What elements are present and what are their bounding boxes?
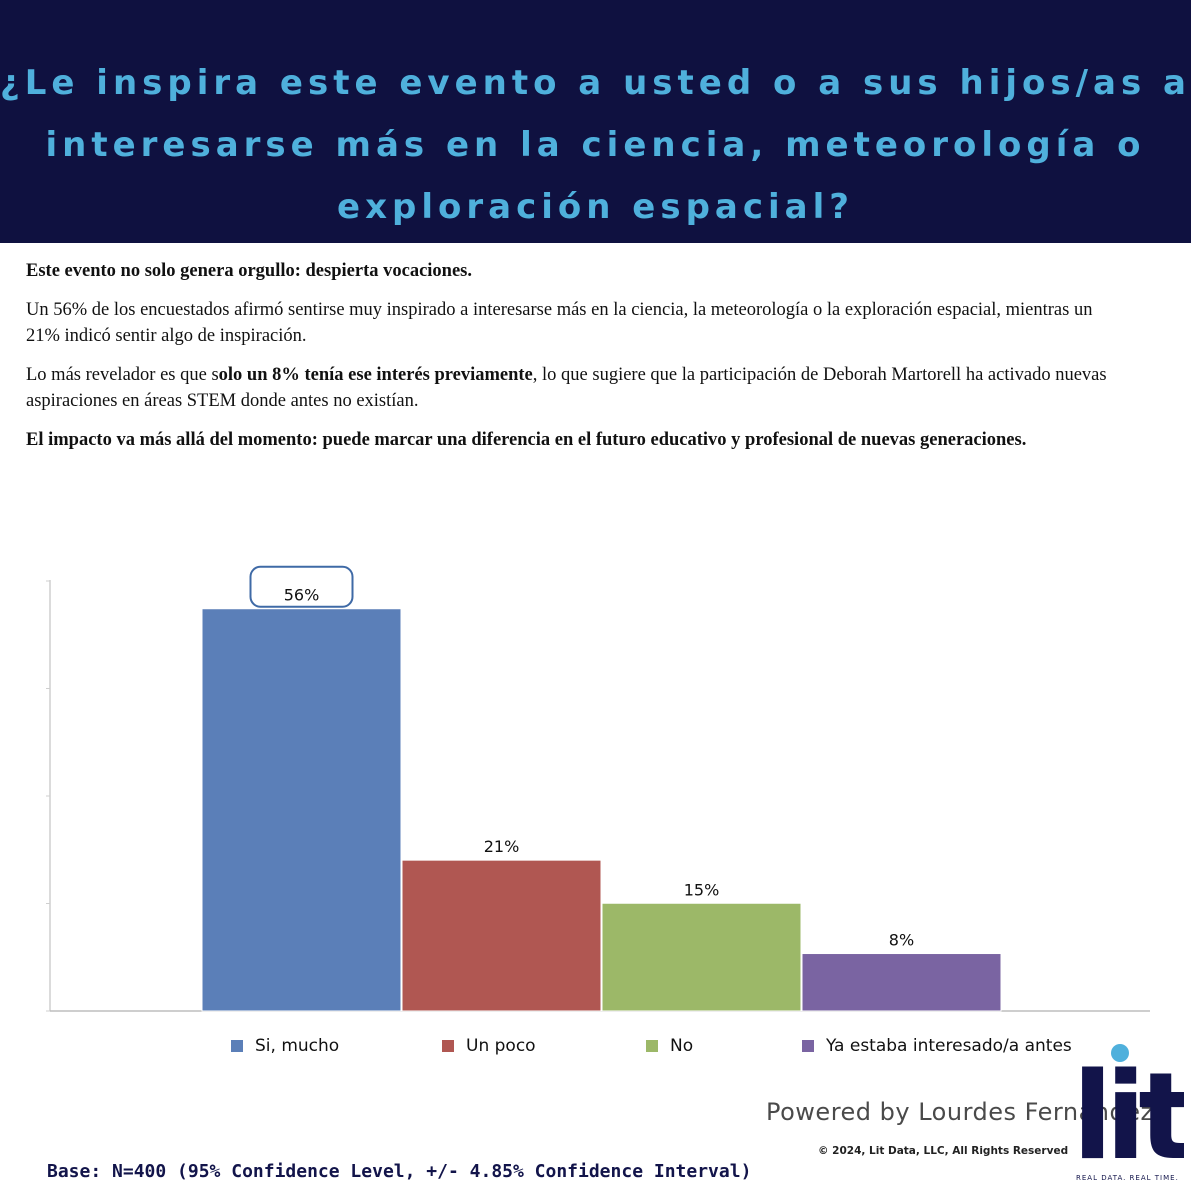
bar-no bbox=[601, 902, 802, 1012]
paragraph-2-prefix: Lo más revelador es que s bbox=[26, 365, 219, 385]
body-text: Este evento no solo genera orgullo: desp… bbox=[26, 258, 1126, 466]
bar-si-mucho bbox=[201, 608, 402, 1012]
legend-label: Si, mucho bbox=[255, 1036, 340, 1056]
copyright-notice: © 2024, Lit Data, LLC, All Rights Reserv… bbox=[818, 1145, 1069, 1157]
data-label: 8% bbox=[889, 931, 914, 950]
paragraph-2: Lo más revelador es que solo un 8% tenía… bbox=[26, 362, 1126, 414]
header-banner: ¿Le inspira este evento a usted o a sus … bbox=[0, 0, 1191, 243]
bar-ya-estaba-interesado-a-antes bbox=[801, 953, 1002, 1012]
lit-logo-tagline: REAL DATA. REAL TIME. bbox=[1076, 1174, 1179, 1182]
legend-swatch bbox=[442, 1040, 454, 1052]
sample-base: Base: N=400 (95% Confidence Level, +/- 4… bbox=[47, 1161, 752, 1182]
data-labels: 56% 21% 15% 8% bbox=[249, 565, 914, 950]
page-title: ¿Le inspira este evento a usted o a sus … bbox=[0, 63, 1191, 227]
headline: Este evento no solo genera orgullo: desp… bbox=[26, 261, 472, 281]
powered-by: Powered by Lourdes Fernández bbox=[766, 1098, 1154, 1126]
chart-legend: Si, mucho Un poco No Ya estaba interesado/a… bbox=[0, 1036, 1191, 1062]
lit-logo-dot bbox=[1111, 1044, 1129, 1062]
legend-swatch bbox=[646, 1040, 658, 1052]
legend-swatch bbox=[231, 1040, 243, 1052]
data-label: 21% bbox=[484, 837, 520, 856]
highlight-callout bbox=[249, 565, 354, 608]
legend-label: Ya estaba interesado/a antes bbox=[826, 1036, 1072, 1056]
legend-swatch bbox=[802, 1040, 814, 1052]
legend-item: Ya estaba interesado/a antes bbox=[802, 1036, 1072, 1056]
legend-item: Un poco bbox=[442, 1036, 536, 1056]
y-ticks bbox=[46, 580, 50, 1012]
lit-logo: lit REAL DATA. REAL TIME. bbox=[1072, 1044, 1184, 1185]
lit-logo-wordmark: lit bbox=[1072, 1048, 1184, 1185]
paragraph-2-highlight: olo un 8% tenía ese interés previamente bbox=[218, 365, 533, 385]
legend-label: Un poco bbox=[466, 1036, 536, 1056]
paragraph-1: Un 56% de los encuestados afirmó sentirs… bbox=[26, 300, 1093, 346]
bar-un-poco bbox=[401, 859, 602, 1012]
data-label: 56% bbox=[284, 586, 320, 605]
bar-chart: 56% 21% 15% 8% bbox=[46, 565, 1150, 1012]
legend-item: Si, mucho bbox=[231, 1036, 339, 1056]
paragraph-2-suffix: , lo que sugiere que la participación de… bbox=[26, 365, 1107, 411]
legend-label: No bbox=[670, 1036, 694, 1056]
bars bbox=[201, 608, 1002, 1012]
legend-item: No bbox=[646, 1036, 693, 1056]
data-label: 15% bbox=[684, 880, 720, 899]
closing-statement: El impacto va más allá del momento: pued… bbox=[26, 430, 1027, 450]
